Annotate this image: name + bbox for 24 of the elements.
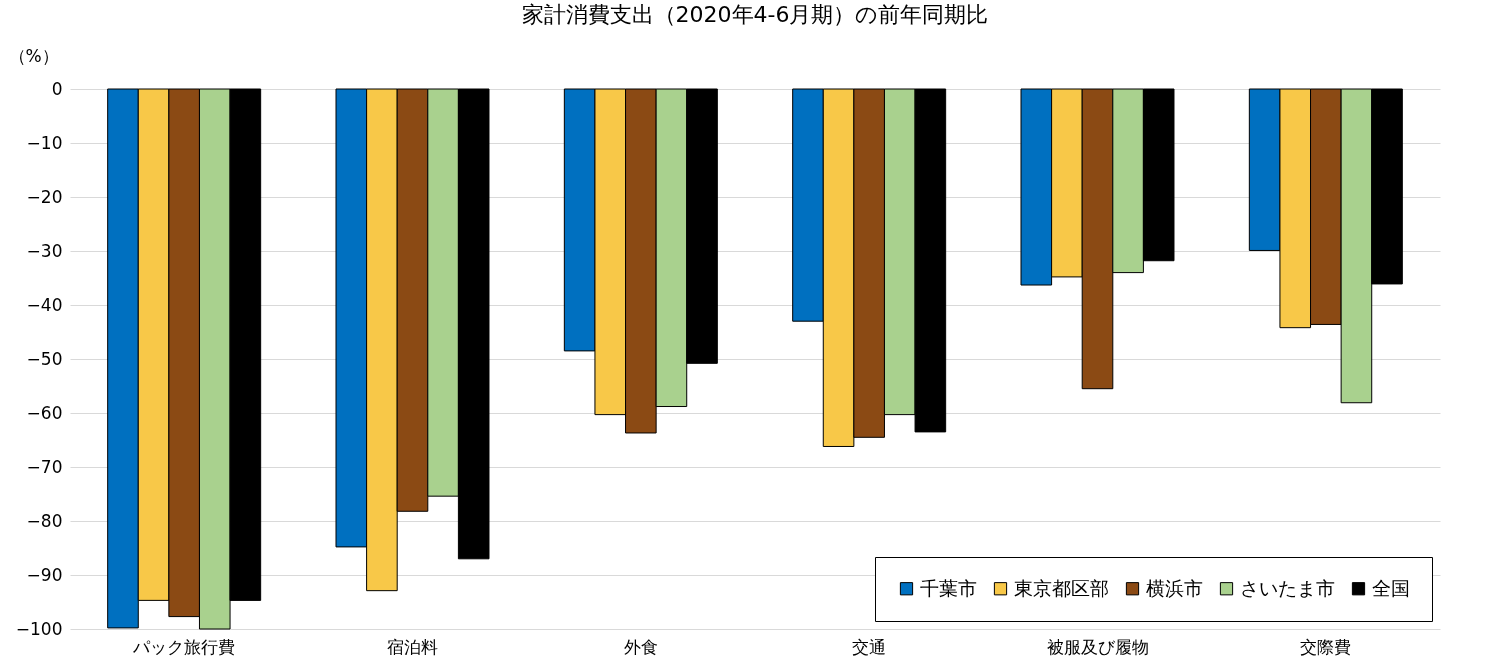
y-tick-label: −100 (15, 618, 63, 639)
y-tick-label: −50 (26, 348, 63, 369)
y-tick-label: −90 (26, 564, 63, 585)
y-tick-label: −10 (26, 132, 63, 153)
legend-label: 全国 (1372, 576, 1410, 599)
chart-title: 家計消費支出（2020年4-6月期）の前年同期比 (521, 2, 989, 27)
y-axis-title: （%） (8, 45, 59, 66)
legend-label: 千葉市 (920, 576, 977, 599)
legend-label: さいたま市 (1240, 576, 1335, 599)
y-tick-label: 0 (51, 78, 63, 99)
legend-label: 東京都区部 (1014, 576, 1109, 599)
legend-label: 横浜市 (1146, 576, 1203, 599)
x-tick-label: 交通 (852, 636, 887, 657)
y-tick-label: −30 (26, 240, 63, 261)
y-tick-label: −80 (26, 510, 63, 531)
y-tick-label: −70 (26, 456, 63, 477)
y-tick-label: −40 (26, 294, 63, 315)
x-tick-label: 被服及び履物 (1046, 636, 1149, 657)
y-tick-label: −60 (26, 402, 63, 423)
x-tick-label: 宿泊料 (387, 636, 438, 657)
x-tick-label: パック旅行費 (132, 636, 236, 657)
y-tick-label: −20 (26, 186, 63, 207)
x-tick-label: 外食 (623, 636, 658, 657)
x-tick-label: 交際費 (1300, 636, 1352, 657)
